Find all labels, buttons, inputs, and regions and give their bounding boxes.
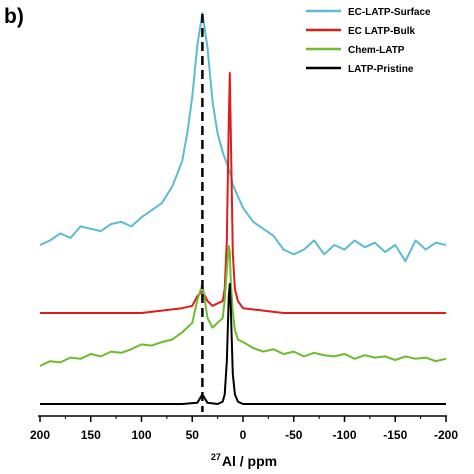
legend-label: LATP-Pristine <box>348 64 414 75</box>
x-tick-label: -200 <box>434 428 458 442</box>
x-tick-label: 0 <box>240 428 247 442</box>
series-line-1 <box>39 12 447 263</box>
x-tick-label: 150 <box>81 428 101 442</box>
x-tick-label: -100 <box>332 428 356 442</box>
series-line-4 <box>40 283 446 405</box>
series-line-3 <box>39 245 447 367</box>
x-axis-label-main: Al / ppm <box>222 453 277 469</box>
x-tick-label: 50 <box>186 428 200 442</box>
x-tick-label: 200 <box>30 428 50 442</box>
x-tick-label: -150 <box>383 428 407 442</box>
legend-label: EC LATP-Bulk <box>348 26 415 37</box>
legend-label: Chem-LATP <box>348 45 405 56</box>
series-layer <box>39 12 447 405</box>
series-line-2 <box>40 72 446 314</box>
x-axis-ticks: 200 150 100 50 0 -50 -100 -150 -200 <box>30 416 458 442</box>
legend: EC-LATP-Surface EC LATP-Bulk Chem-LATP LATP… <box>306 7 431 75</box>
x-tick-label: -50 <box>285 428 303 442</box>
x-axis-label: 27Al / ppm <box>211 452 277 469</box>
panel-label: b) <box>4 5 24 28</box>
x-tick-label: 100 <box>131 428 151 442</box>
x-axis-label-superscript: 27 <box>211 452 221 462</box>
legend-label: EC-LATP-Surface <box>348 7 431 18</box>
